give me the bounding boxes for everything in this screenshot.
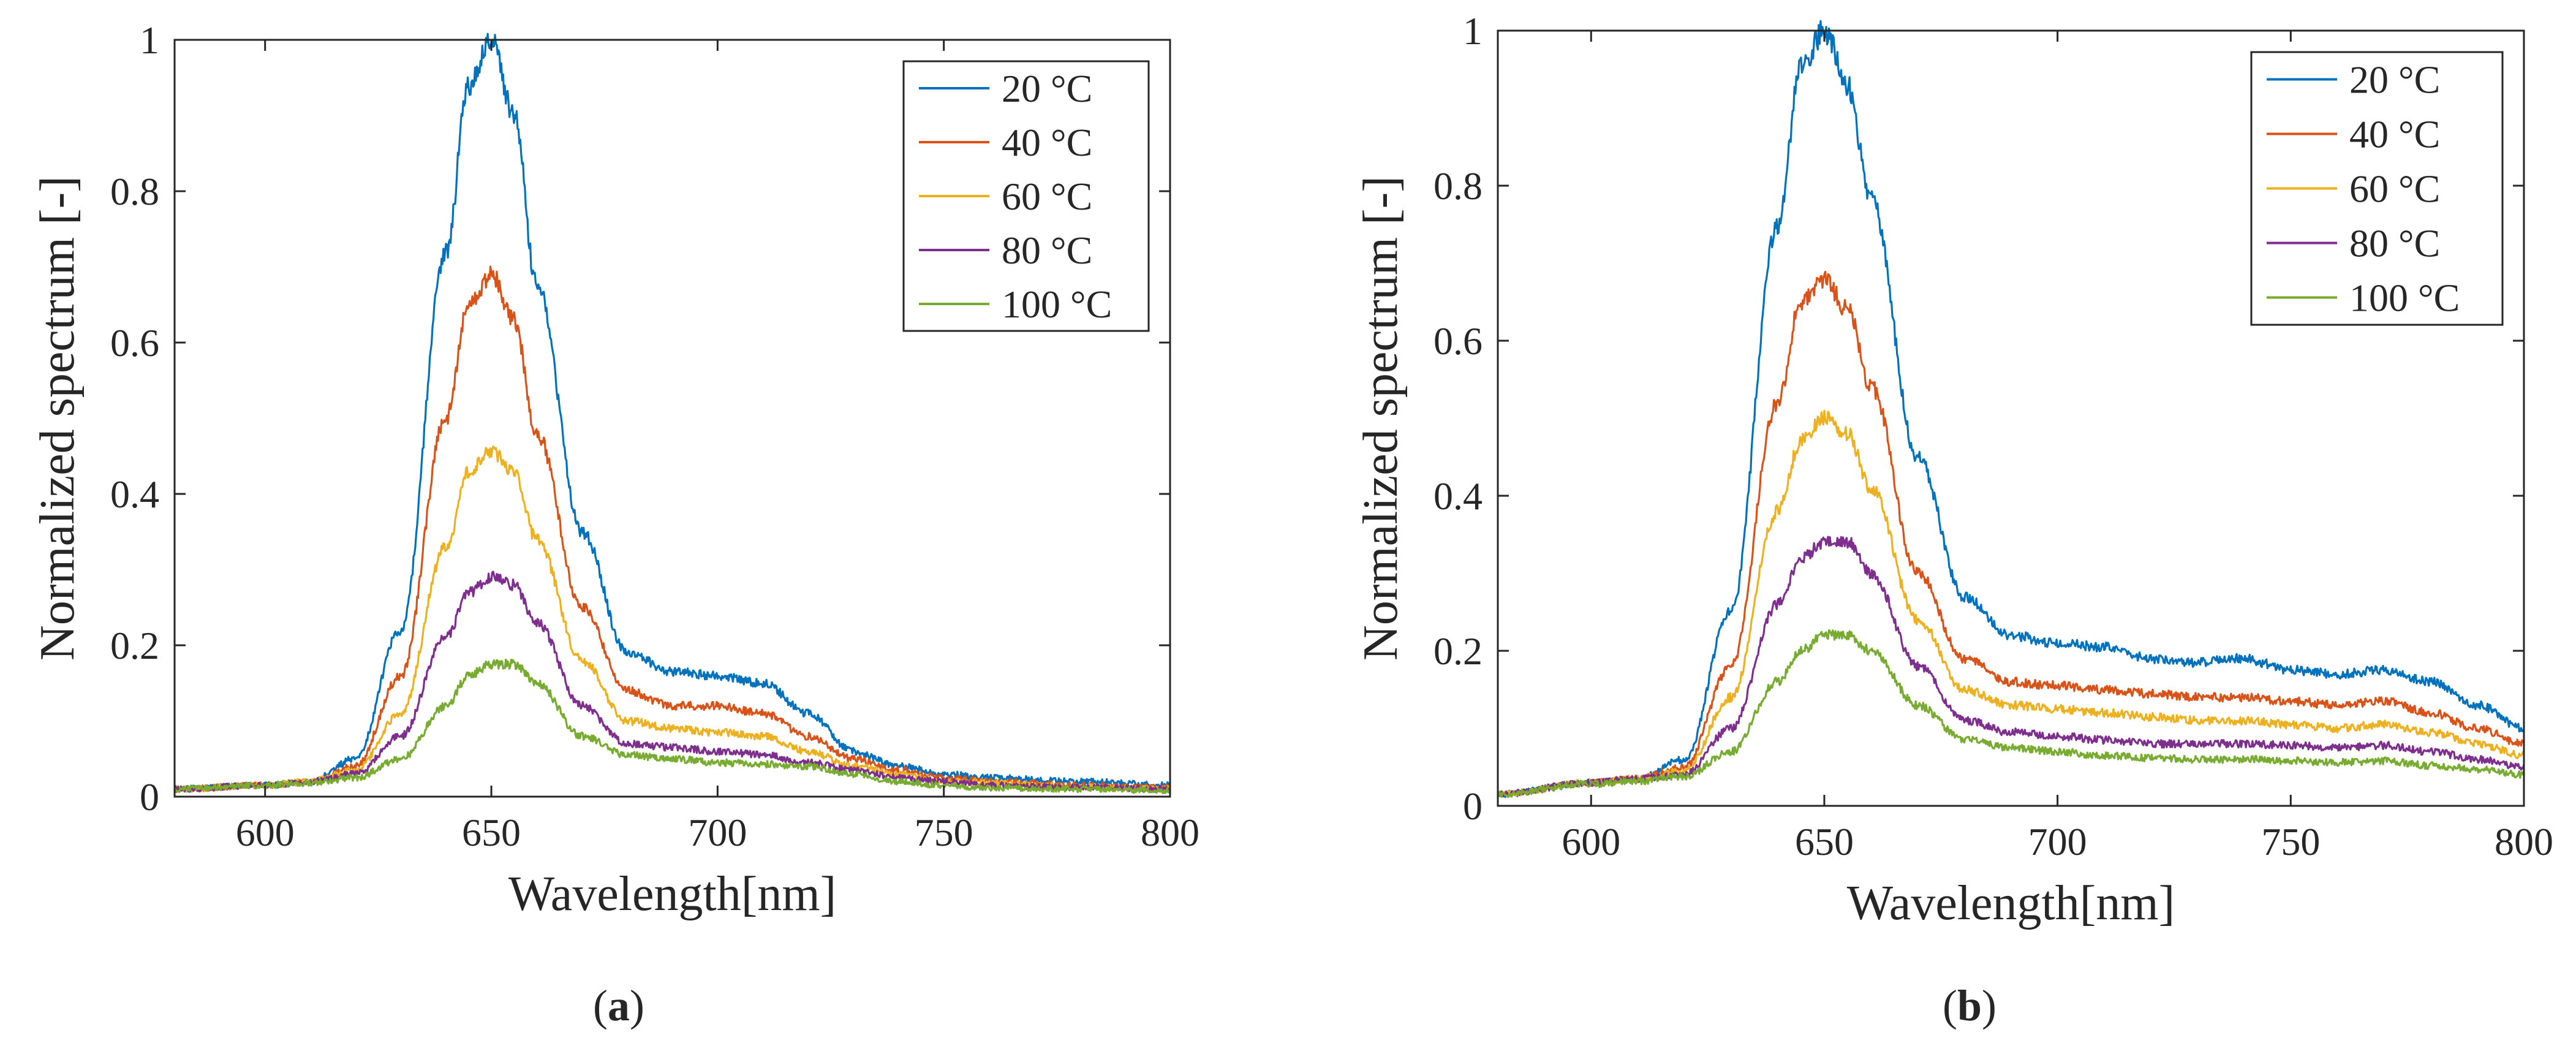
x-tick-label: 650 — [462, 811, 521, 854]
legend-label: 60 °C — [2349, 167, 2440, 211]
x-tick-label: 600 — [236, 811, 295, 854]
x-axis-title: Wavelength[nm] — [508, 867, 837, 921]
legend-label: 100 °C — [1002, 283, 1112, 326]
x-tick-label: 700 — [2028, 820, 2087, 863]
series-line-20c — [173, 32, 1171, 793]
x-tick-label: 750 — [2261, 820, 2320, 863]
panel-caption: (b) — [1943, 981, 1996, 1030]
panel-label: b — [1957, 981, 1982, 1030]
series-line-100c — [173, 658, 1171, 794]
y-tick-label: 0.2 — [110, 624, 159, 667]
y-tick-label: 0.6 — [110, 321, 159, 365]
axes-box — [173, 39, 1171, 798]
series-line-60c — [173, 445, 1171, 794]
chart-panel-a: 600 650 700 750 800 0 0.2 0.4 0.6 0.8 1 Wavelength[… — [31, 18, 1199, 1030]
legend-label: 40 °C — [1002, 121, 1092, 164]
x-tick-label: 700 — [688, 811, 747, 854]
x-tick-label: 750 — [915, 811, 973, 854]
x-tick-label: 600 — [1562, 820, 1620, 863]
y-tick-label: 0.2 — [1433, 629, 1483, 673]
y-axis-title: Normalized spectrum [-] — [1354, 176, 1408, 661]
series-line-60c — [1497, 409, 2525, 798]
y-tick-label: 0 — [1463, 784, 1483, 828]
legend-label: 80 °C — [2349, 222, 2440, 265]
legend-label: 20 °C — [2349, 58, 2440, 102]
y-tick-label: 1 — [140, 18, 159, 62]
y-tick-label: 0 — [140, 775, 159, 819]
legend-label: 40 °C — [2349, 113, 2440, 156]
x-tick-label: 650 — [1795, 820, 1854, 863]
axes-box — [1497, 29, 2525, 807]
panel-caption: (a) — [593, 981, 644, 1030]
y-tick-label: 0.4 — [110, 472, 159, 516]
y-tick-label: 0.4 — [1433, 474, 1483, 518]
legend-label: 20 °C — [1002, 67, 1092, 110]
y-tick-label: 1 — [1463, 9, 1483, 53]
y-tick-label: 0.6 — [1433, 319, 1483, 363]
panel-label: a — [608, 981, 630, 1030]
legend-label: 60 °C — [1002, 175, 1092, 218]
legend: 20 °C 40 °C 60 °C 80 °C 100 °C — [2250, 51, 2504, 326]
legend-label: 100 °C — [2349, 276, 2460, 320]
chart-panel-b: 600 650 700 750 800 0 0.2 0.4 0.6 0.8 1 Wavelength[… — [1354, 9, 2553, 1030]
y-tick-label: 0.8 — [110, 170, 159, 213]
y-axis-title: Normalized spectrum [-] — [31, 176, 85, 661]
x-tick-label: 800 — [1141, 811, 1199, 854]
series-line-100c — [1497, 629, 2525, 798]
series-line-20c — [1497, 20, 2525, 798]
legend-label: 80 °C — [1002, 229, 1092, 272]
x-tick-label: 800 — [2495, 820, 2553, 863]
x-axis-title: Wavelength[nm] — [1847, 876, 2175, 930]
legend: 20 °C 40 °C 60 °C 80 °C 100 °C — [902, 60, 1150, 332]
y-tick-label: 0.8 — [1433, 164, 1483, 208]
